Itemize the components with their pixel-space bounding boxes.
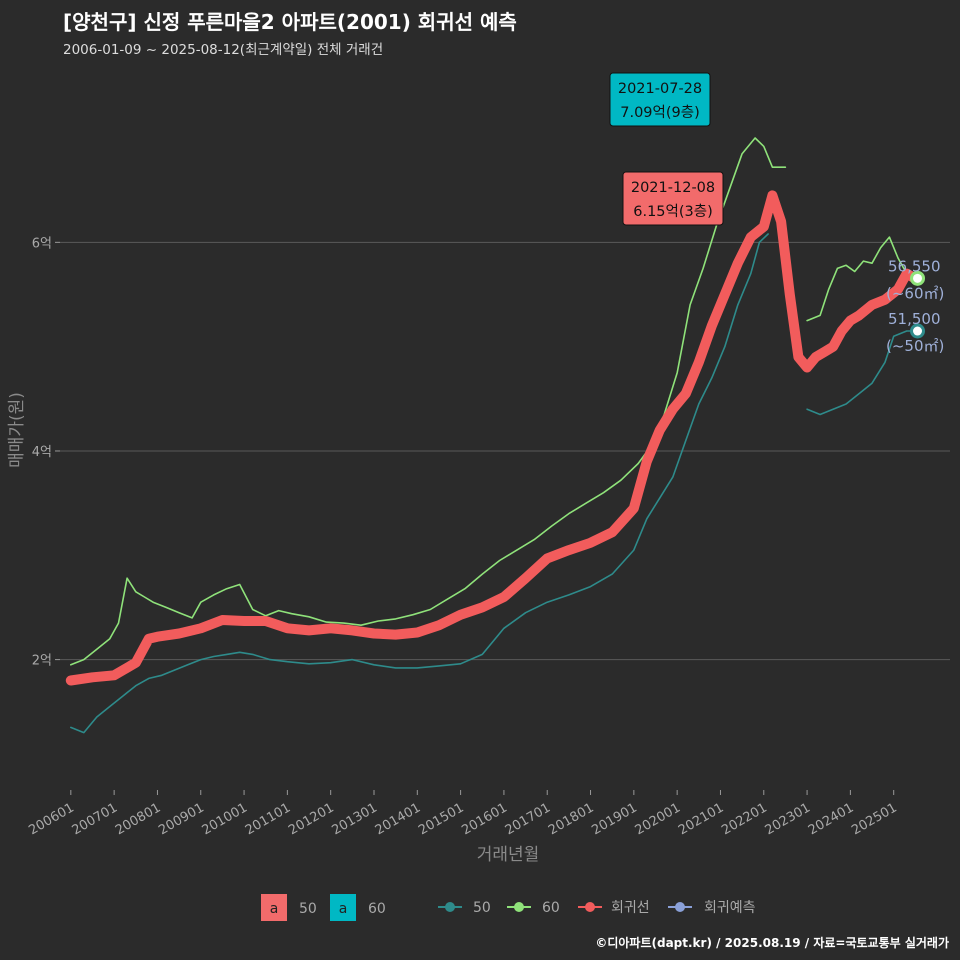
y-tick-label-0: 2억: [32, 654, 52, 669]
y-axis-label: 매매가(원): [7, 392, 27, 468]
series-line-4: [65, 190, 921, 686]
footer-credit: ©디아파트(dapt.kr) / 2025.08.19 / 자료=국토교통부 실…: [595, 935, 949, 950]
annotation-box-0: [609, 72, 711, 127]
chart-title: [양천구] 신정 푸른마을2 아파트(2001) 회귀선 예측: [63, 10, 517, 34]
x-tick-label-11: 201701: [503, 800, 553, 838]
x-tick-label-4: 201001: [200, 800, 250, 838]
legend-key-60-box: [330, 894, 356, 921]
x-tick-label-19: 202501: [849, 800, 899, 838]
annotation-value-0: 7.09억(9층): [620, 104, 700, 121]
grid-lines: [60, 241, 950, 661]
x-tick-label-14: 202001: [633, 800, 683, 838]
end-label-unit-0: (~60㎡): [886, 284, 944, 302]
x-tick-label-10: 201601: [459, 800, 509, 838]
end-labels: 56,550 (~60㎡) 51,500 (~50㎡): [886, 257, 944, 355]
x-tick-label-3: 200901: [156, 800, 206, 838]
x-axis-ticks: 2006012007012008012009012010012011012012…: [26, 790, 900, 838]
series-line-0: [70, 137, 787, 666]
x-axis-label: 거래년월: [477, 845, 540, 865]
x-tick-label-6: 201201: [286, 800, 336, 838]
annotation-value-1: 6.15억(3층): [633, 203, 713, 220]
legend-text-50: 50: [473, 900, 491, 916]
x-tick-label-8: 201401: [373, 800, 423, 838]
x-tick-label-17: 202301: [763, 800, 813, 838]
legend-dot-regression: [585, 902, 595, 912]
end-label-value-1: 51,500: [888, 310, 941, 328]
x-tick-label-15: 202101: [676, 800, 726, 838]
legend-label-60: 60: [368, 901, 386, 917]
legend-key-50-box: [261, 894, 287, 921]
annotations: 2021-07-28 7.09억(9층) 2021-12-08 6.15억(3층): [609, 72, 724, 226]
legend-dot-60: [514, 902, 524, 912]
series-lines: [65, 137, 921, 734]
legend-text-60: 60: [542, 900, 560, 916]
legend-key-50-letter: a: [270, 901, 279, 917]
y-tick-label-2: 6억: [32, 236, 52, 251]
y-tick-label-1: 4억: [32, 445, 52, 460]
annotation-date-1: 2021-12-08: [631, 180, 715, 196]
x-tick-label-16: 202201: [719, 800, 769, 838]
legend-key-60-letter: a: [339, 901, 348, 917]
x-tick-label-9: 201501: [416, 800, 466, 838]
legend-text-regression: 회귀선: [611, 900, 650, 916]
legend-text-forecast: 회귀예측: [704, 900, 756, 916]
series-line-1: [70, 233, 769, 734]
legend: a 50 a 60 50 60 회귀선 회귀예측: [261, 894, 756, 921]
annotation-date-0: 2021-07-28: [618, 81, 702, 97]
end-point-1: [910, 323, 926, 339]
end-label-value-0: 56,550: [888, 257, 941, 275]
chart-subtitle: 2006-01-09 ~ 2025-08-12(최근계약일) 전체 거래건: [63, 42, 383, 58]
x-tick-label-2: 200801: [113, 800, 163, 838]
x-tick-label-12: 201801: [546, 800, 596, 838]
y-axis-ticks: 2억 4억 6억: [32, 236, 60, 669]
end-label-unit-1: (~50㎡): [886, 337, 944, 355]
x-tick-label-5: 201101: [243, 800, 293, 838]
series-line-2: [806, 236, 917, 322]
legend-dot-forecast: [675, 902, 685, 912]
series-line-3: [806, 330, 917, 416]
annotation-box-1: [622, 171, 724, 226]
end-point-0: [910, 270, 926, 286]
legend-label-50: 50: [299, 901, 317, 917]
x-tick-label-7: 201301: [330, 800, 380, 838]
x-tick-label-13: 201901: [589, 800, 639, 838]
legend-dot-50: [445, 902, 455, 912]
x-tick-label-1: 200701: [70, 800, 120, 838]
x-tick-label-18: 202401: [806, 800, 856, 838]
x-tick-label-0: 200601: [26, 800, 76, 838]
